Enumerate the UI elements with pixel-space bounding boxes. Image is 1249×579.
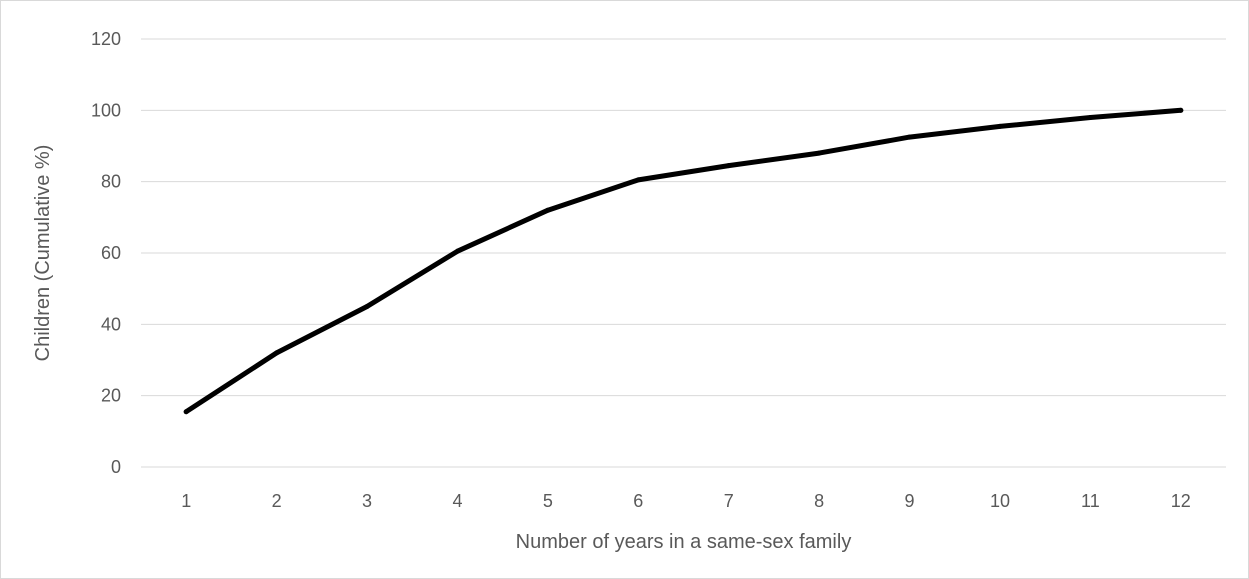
x-tick-label: 3 xyxy=(362,491,372,511)
x-tick-label: 4 xyxy=(452,491,462,511)
x-tick-label: 11 xyxy=(1081,491,1100,511)
data-point xyxy=(1087,114,1093,120)
x-tick-label: 5 xyxy=(543,491,553,511)
x-axis-tick-labels: 1 2 3 4 5 6 7 8 9 10 11 12 xyxy=(181,491,1191,511)
y-tick-label: 0 xyxy=(111,457,121,477)
data-point xyxy=(364,304,370,309)
data-point xyxy=(726,163,732,169)
y-axis-tick-labels: 0 20 40 60 80 100 120 xyxy=(91,29,121,477)
data-point xyxy=(1178,107,1184,113)
x-axis-title: Number of years in a same-sex family xyxy=(516,531,852,553)
series-line-0 xyxy=(183,107,1184,415)
data-point xyxy=(816,150,822,156)
data-point xyxy=(997,123,1003,129)
y-tick-label: 40 xyxy=(101,314,121,334)
x-tick-label: 10 xyxy=(990,491,1010,511)
series-layer xyxy=(183,107,1184,415)
data-point xyxy=(274,350,280,356)
y-tick-label: 20 xyxy=(101,386,121,406)
x-tick-label: 6 xyxy=(633,491,643,511)
x-tick-label: 1 xyxy=(181,491,191,511)
x-tick-label: 2 xyxy=(272,491,282,511)
data-point xyxy=(907,134,913,140)
data-point xyxy=(454,248,460,254)
y-tick-label: 100 xyxy=(91,100,121,120)
data-point xyxy=(183,409,189,415)
y-tick-label: 60 xyxy=(101,243,121,263)
x-tick-label: 12 xyxy=(1171,491,1191,511)
y-tick-label: 120 xyxy=(91,29,121,49)
x-tick-label: 9 xyxy=(905,491,915,511)
data-point xyxy=(545,207,551,213)
x-tick-label: 7 xyxy=(724,491,734,511)
gridlines xyxy=(141,38,1226,468)
x-tick-label: 8 xyxy=(814,491,824,511)
y-axis-title: Children (Cumulative %) xyxy=(32,145,54,362)
data-point xyxy=(635,177,641,183)
y-tick-label: 80 xyxy=(101,172,121,192)
